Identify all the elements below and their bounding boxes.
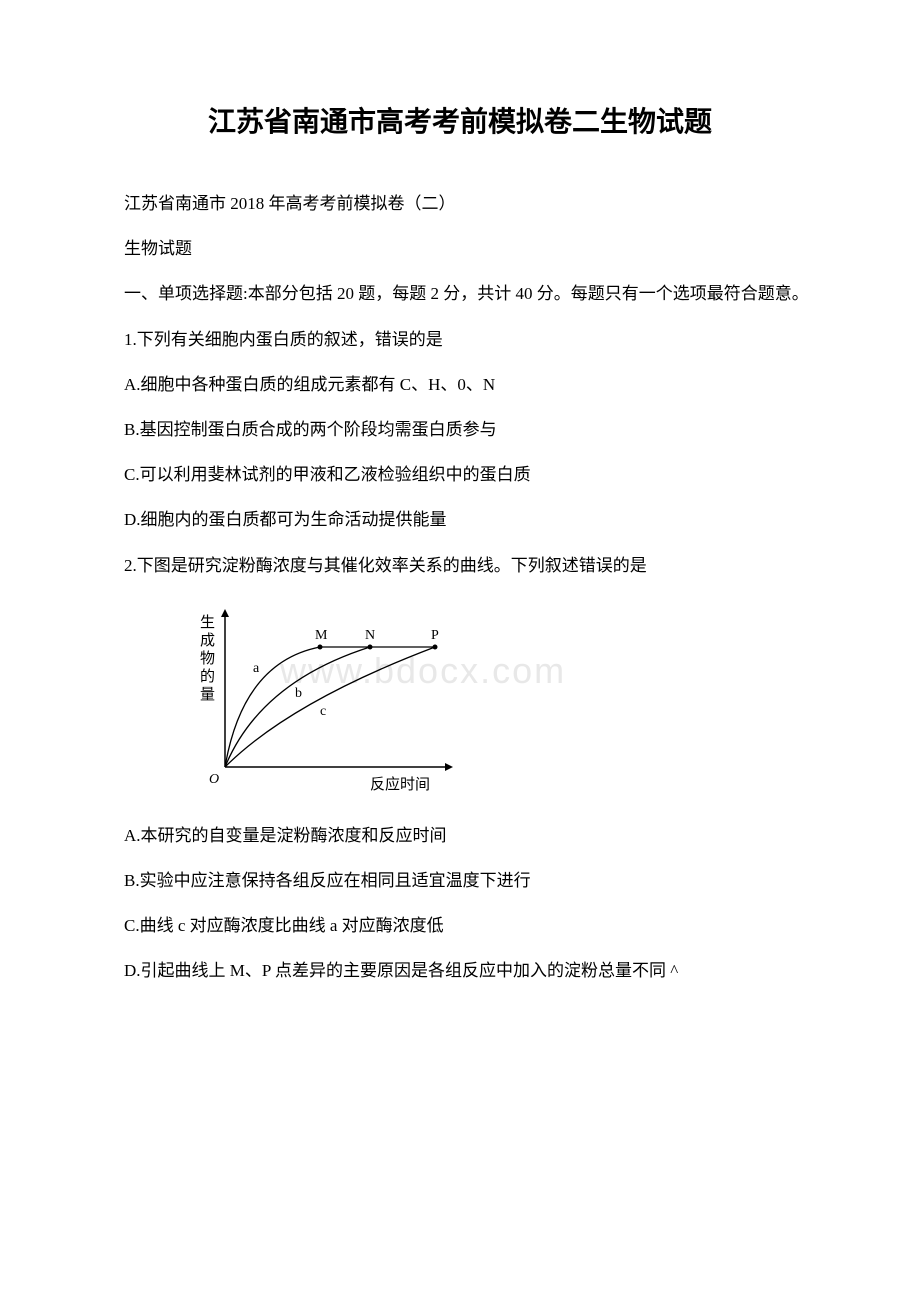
svg-text:成: 成 bbox=[200, 632, 215, 649]
svg-text:的: 的 bbox=[200, 668, 215, 685]
svg-text:P: P bbox=[431, 628, 439, 643]
svg-text:c: c bbox=[320, 704, 326, 719]
q2-option-a: A.本研究的自变量是淀粉酶浓度和反应时间 bbox=[90, 822, 830, 849]
svg-text:b: b bbox=[295, 686, 302, 701]
q2-stem: 2.下图是研究淀粉酶浓度与其催化效率关系的曲线。下列叙述错误的是 bbox=[90, 552, 830, 579]
svg-text:物: 物 bbox=[200, 650, 215, 667]
subtitle-line-2: 生物试题 bbox=[90, 235, 830, 262]
svg-text:反应时间: 反应时间 bbox=[370, 775, 430, 793]
q1-option-b: B.基因控制蛋白质合成的两个阶段均需蛋白质参与 bbox=[90, 416, 830, 443]
subtitle-line-1: 江苏省南通市 2018 年高考考前模拟卷（二） bbox=[90, 190, 830, 217]
q1-option-d: D.细胞内的蛋白质都可为生命活动提供能量 bbox=[90, 506, 830, 533]
svg-text:量: 量 bbox=[200, 687, 215, 703]
svg-text:O: O bbox=[209, 772, 219, 787]
q1-option-c: C.可以利用斐林试剂的甲液和乙液检验组织中的蛋白质 bbox=[90, 461, 830, 488]
section-header: 一、单项选择题:本部分包括 20 题，每题 2 分，共计 40 分。每题只有一个… bbox=[90, 280, 830, 307]
q2-option-b: B.实验中应注意保持各组反应在相同且适宜温度下进行 bbox=[90, 867, 830, 894]
svg-text:M: M bbox=[315, 628, 328, 643]
q2-option-c: C.曲线 c 对应酶浓度比曲线 a 对应酶浓度低 bbox=[90, 912, 830, 939]
page-title: 江苏省南通市高考考前模拟卷二生物试题 bbox=[90, 100, 830, 140]
enzyme-chart: 生成物的量反应时间 O M N Pa b c bbox=[180, 597, 830, 802]
q1-option-a: A.细胞中各种蛋白质的组成元素都有 C、H、0、N bbox=[90, 371, 830, 398]
svg-text:生: 生 bbox=[200, 614, 215, 631]
q2-option-d: D.引起曲线上 M、P 点差异的主要原因是各组反应中加入的淀粉总量不同 ^ bbox=[90, 957, 830, 984]
svg-text:a: a bbox=[253, 661, 260, 676]
svg-text:N: N bbox=[365, 628, 375, 643]
q1-stem: 1.下列有关细胞内蛋白质的叙述，错误的是 bbox=[90, 326, 830, 353]
